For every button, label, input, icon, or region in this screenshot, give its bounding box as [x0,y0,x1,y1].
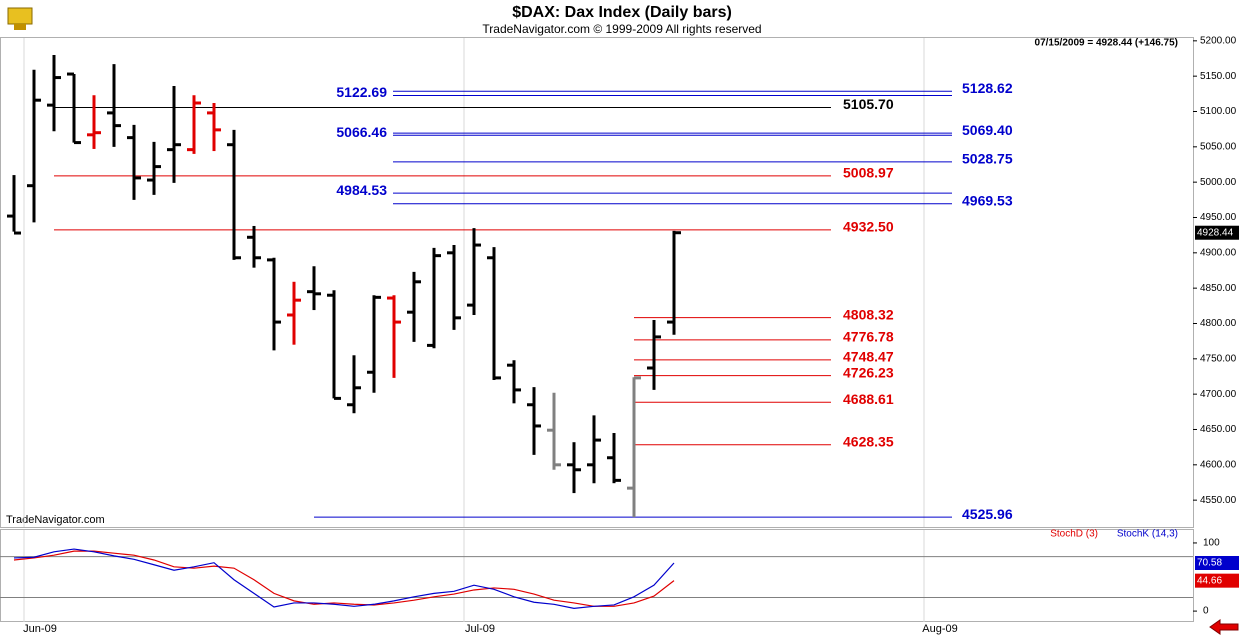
ohlc-bar [427,247,441,349]
ohlc-bar [367,295,381,393]
legend-label: StochK (14,3) [1117,529,1178,540]
last-value-label: 44.66 [1197,575,1222,586]
ohlc-bar [87,95,101,149]
x-tick-label: Jun-09 [23,623,57,635]
y-tick-label: 5200.00 [1200,35,1237,46]
x-tick-label: Aug-09 [922,623,957,635]
ohlc-bar [107,64,121,147]
ohlc-bar [27,69,41,223]
ohlc-bar [347,355,361,414]
level-label: 4969.53 [962,192,1013,208]
y-tick-label: 5150.00 [1200,71,1237,82]
last-value-label: 4928.44 [1197,227,1234,238]
watermark: TradeNavigator.com [6,514,105,526]
last-value-box [1195,225,1239,240]
level-label: 5008.97 [843,165,894,181]
stoch-line [13,548,675,609]
price-panel-frame [0,37,1194,528]
level-label: 4776.78 [843,329,894,345]
ohlc-bar [167,86,181,183]
ohlc-bar [307,266,321,311]
level-label: 4726.23 [843,364,894,380]
y-tick-label: 5100.00 [1200,106,1237,117]
y-tick-label: 100 [1203,538,1220,549]
y-tick-label: 4950.00 [1200,212,1237,223]
ohlc-bar [327,290,341,400]
y-tick-label: 4650.00 [1200,424,1237,435]
ohlc-bar [507,360,521,404]
ohlc-bar [607,433,621,484]
level-label: 4688.61 [843,391,894,407]
scroll-arrow[interactable] [1209,619,1239,635]
ohlc-bar [587,415,601,484]
y-tick-label: 5050.00 [1200,141,1237,152]
y-tick-label: 4850.00 [1200,283,1237,294]
ohlc-bar [127,124,141,200]
level-label: 4525.96 [962,506,1013,522]
ohlc-bar [567,442,581,494]
x-tick-label: Jul-09 [465,623,495,635]
chart-subtitle: TradeNavigator.com © 1999-2009 All right… [482,22,761,36]
ohlc-bar [287,281,301,345]
y-tick-label: 4550.00 [1200,495,1237,506]
y-tick-label: 4800.00 [1200,318,1237,329]
ohlc-bar [67,72,81,145]
level-label: 4748.47 [843,349,894,365]
logo [7,7,33,30]
ohlc-bar [247,225,261,268]
y-tick-label: 0 [1203,606,1209,617]
level-label: 4984.53 [336,182,387,198]
level-label: 5105.70 [843,96,894,112]
ohlc-bar [227,129,241,260]
stoch-panel-frame [0,529,1194,622]
last-value-label: 70.58 [1197,558,1222,569]
ohlc-bar [407,271,421,342]
last-value-box [1195,555,1239,570]
chart-title: $DAX: Dax Index (Daily bars) [512,4,732,21]
ohlc-bar [547,392,561,470]
ohlc-bar [487,247,501,381]
y-tick-label: 4900.00 [1200,247,1237,258]
y-tick-label: 4600.00 [1200,459,1237,470]
ohlc-bar [527,387,541,455]
ohlc-bar [147,141,161,195]
stoch-line [13,550,675,607]
level-label: 5066.46 [336,124,387,140]
ohlc-bar [647,319,661,390]
ohlc-bar [47,54,61,132]
ohlc-bar [667,230,681,335]
y-tick-label: 5000.00 [1200,177,1237,188]
y-tick-label: 4700.00 [1200,389,1237,400]
last-value-box [1195,573,1239,588]
level-label: 4628.35 [843,433,894,449]
ohlc-bar [467,228,481,316]
level-label: 4932.50 [843,219,894,235]
ohlc-bar [187,95,201,154]
legend-label: StochD (3) [1050,529,1098,540]
level-label: 5128.62 [962,80,1013,96]
level-label: 4808.32 [843,306,894,322]
ohlc-bar [7,175,21,235]
ohlc-bar [207,103,221,152]
ohlc-bar [267,257,281,351]
ohlc-bar [447,245,461,330]
level-label: 5028.75 [962,151,1013,167]
level-label: 5122.69 [336,84,387,100]
ohlc-bar [387,295,401,378]
header-note: 07/15/2009 = 4928.44 (+146.75) [1035,38,1178,49]
ohlc-bar [627,376,641,518]
level-label: 5069.40 [962,122,1013,138]
y-tick-label: 4750.00 [1200,353,1237,364]
